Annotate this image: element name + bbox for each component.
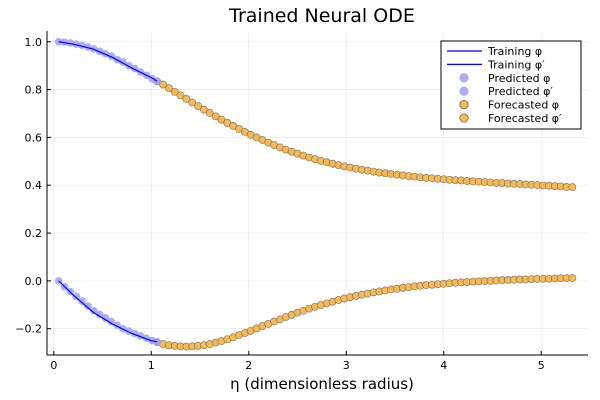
point-4-2	[164, 84, 173, 93]
y-tick-label-0: −0.2	[15, 323, 42, 336]
point-4-9	[205, 109, 214, 117]
series-0	[58, 41, 158, 82]
point-4-5	[182, 95, 191, 103]
point-4-4	[176, 91, 185, 100]
x-tick-label-2: 2	[245, 359, 252, 372]
legend-label-3: Predicted φ′	[488, 85, 553, 98]
point-3-4	[78, 297, 86, 306]
point-4-71	[568, 183, 577, 192]
point-4-6	[188, 98, 197, 107]
point-3-5	[84, 302, 92, 310]
point-4-7	[194, 102, 202, 110]
legend-label-2: Predicted φ	[488, 72, 550, 85]
point-4-10	[211, 112, 220, 121]
y-tick-label-1: 0.0	[25, 275, 43, 288]
x-tick-label-1: 1	[148, 359, 155, 372]
legend-swatch-3	[459, 86, 469, 96]
y-tick-label-2: 0.2	[25, 227, 43, 240]
x-tick-label-4: 4	[440, 359, 447, 372]
series-layer	[54, 37, 577, 351]
x-tick-label-5: 5	[538, 359, 545, 372]
x-tick-label-3: 3	[343, 359, 350, 372]
x-tick-label-0: 0	[50, 359, 57, 372]
legend-label-5: Forecasted φ′	[488, 112, 562, 125]
y-tick-label-3: 0.4	[25, 179, 43, 192]
point-4-1	[159, 80, 167, 89]
series-5	[153, 274, 577, 351]
legend-swatch-4	[459, 100, 469, 110]
point-4-8	[200, 105, 208, 114]
legend-swatch-5	[459, 113, 469, 123]
point-4-3	[170, 87, 179, 96]
x-axis-label: η (dimensionless radius)	[230, 375, 414, 393]
series-1	[58, 280, 158, 343]
point-5-71	[568, 274, 577, 282]
y-tick-label-6: 1.0	[25, 36, 43, 49]
point-3-6	[89, 306, 98, 315]
legend-label-0: Training φ	[487, 45, 542, 58]
y-tick-label-5: 0.8	[25, 84, 43, 97]
legend-label-1: Training φ′	[487, 58, 545, 71]
series-2	[54, 37, 162, 86]
legend-swatch-2	[459, 73, 469, 83]
series-line-1	[58, 280, 158, 343]
tick-labels: 0 1 2 3 4 5 −0.2 0.0 0.2 0.4 0.6 0.8 1.0	[15, 36, 544, 372]
series-3	[54, 276, 162, 346]
legend-label-4: Forecasted φ	[488, 99, 559, 112]
series-4	[153, 77, 577, 192]
series-line-0	[58, 41, 158, 82]
plot-axes	[46, 31, 588, 356]
chart-title: Trained Neural ODE	[228, 5, 415, 27]
point-3-3	[72, 292, 81, 301]
y-tick-label-4: 0.6	[25, 131, 43, 144]
